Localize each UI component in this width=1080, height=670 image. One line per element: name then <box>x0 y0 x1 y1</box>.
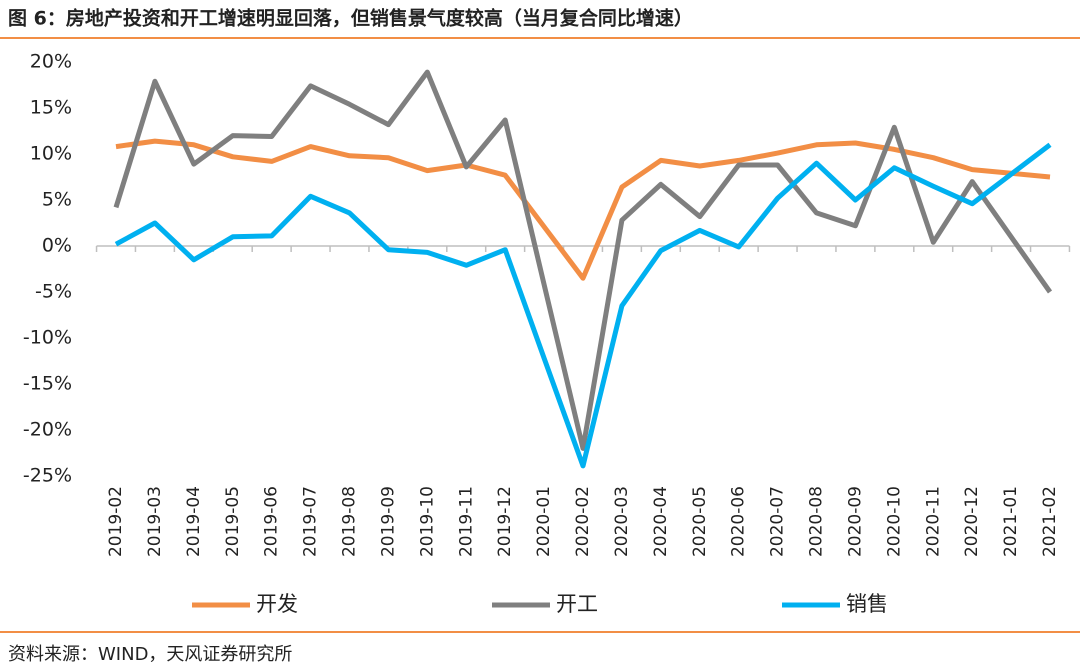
legend-label: 开发 <box>256 592 298 616</box>
y-tick-label: -15% <box>23 373 72 395</box>
y-tick-label: 5% <box>42 189 72 211</box>
x-tick-label: 2020-09 <box>845 486 865 557</box>
y-tick-label: 15% <box>30 97 72 119</box>
x-tick-label: 2019-03 <box>145 486 165 557</box>
x-tick-label: 2019-12 <box>495 486 515 557</box>
y-tick-label: 0% <box>42 235 72 257</box>
y-tick-label: 10% <box>30 143 72 165</box>
x-tick-label: 2020-06 <box>729 486 749 557</box>
x-tick-label: 2019-11 <box>456 486 476 557</box>
source-note: 资料来源：WIND，天风证券研究所 <box>8 644 292 665</box>
x-tick-label: 2019-10 <box>417 486 437 557</box>
x-tick-label: 2020-04 <box>651 486 671 557</box>
series-line <box>114 142 1052 469</box>
x-tick-label: 2020-03 <box>612 486 632 557</box>
x-tick-label: 2021-02 <box>1040 486 1060 557</box>
x-tick-label: 2019-07 <box>301 486 321 557</box>
legend-label: 销售 <box>846 592 888 616</box>
x-tick-label: 2020-02 <box>573 486 593 557</box>
x-tick-label: 2019-04 <box>184 486 204 557</box>
x-tick-label: 2019-02 <box>106 486 126 557</box>
legend-label: 开工 <box>556 592 598 616</box>
series-line <box>113 69 1053 451</box>
x-tick-label: 2020-05 <box>690 486 710 557</box>
y-tick-label: -20% <box>23 419 72 441</box>
y-tick-label: 20% <box>30 51 72 73</box>
x-tick-label: 2019-08 <box>340 486 360 557</box>
x-tick-label: 2020-11 <box>923 486 943 557</box>
series-line <box>115 138 1051 281</box>
y-tick-label: -25% <box>23 465 72 487</box>
chart-title: 图 6：房地产投资和开工增速明显回落，但销售景气度较高（当月复合同比增速） <box>8 7 693 30</box>
x-tick-label: 2021-01 <box>1001 486 1021 557</box>
y-tick-label: -5% <box>35 281 72 303</box>
x-tick-label: 2020-12 <box>962 486 982 557</box>
x-tick-label: 2019-06 <box>262 486 282 557</box>
x-tick-label: 2020-01 <box>534 486 554 557</box>
x-tick-label: 2020-07 <box>768 486 788 557</box>
y-tick-label: -10% <box>23 327 72 349</box>
x-tick-label: 2020-10 <box>884 486 904 557</box>
x-tick-label: 2020-08 <box>807 486 827 557</box>
x-tick-label: 2019-09 <box>378 486 398 557</box>
x-tick-label: 2019-05 <box>223 486 243 557</box>
